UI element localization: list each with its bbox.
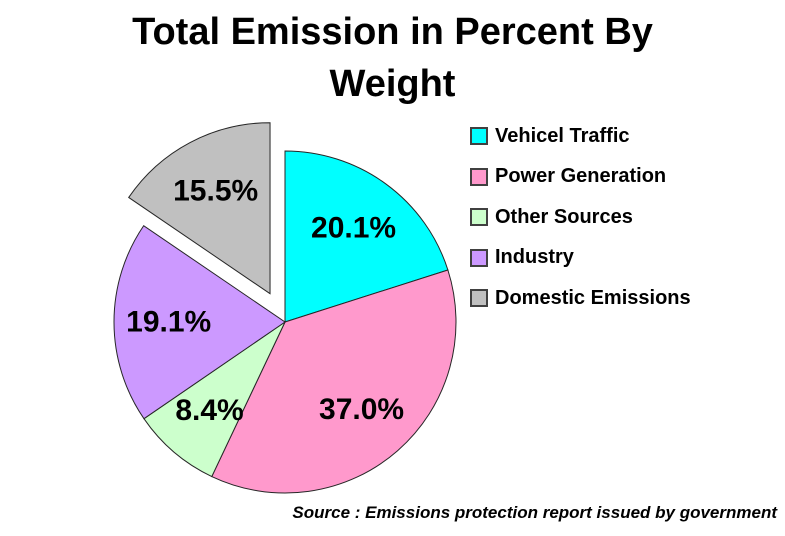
pie-slice-domestic-emissions (128, 122, 271, 295)
pie-slice-power-generation (211, 269, 457, 494)
chart-legend: Vehicel Traffic Power Generation Other Sou… (470, 124, 691, 330)
legend-swatch (470, 127, 488, 145)
legend-swatch (470, 289, 488, 307)
chart-title-line2: Weight (329, 63, 456, 106)
legend-item-other-sources: Other Sources (470, 205, 691, 228)
chart-title: Total Emission in Percent By Weight (0, 6, 785, 111)
slice-value-label: 15.5% (173, 174, 258, 207)
legend-label: Other Sources (495, 205, 633, 228)
slice-value-label: 37.0% (319, 393, 404, 426)
pie-slice-industry (113, 225, 286, 420)
legend-item-industry: Industry (470, 246, 691, 268)
legend-swatch (470, 208, 488, 226)
pie-slice-other-sources (143, 320, 287, 478)
legend-item-domestic-emissions: Domestic Emissions (470, 286, 691, 309)
slice-value-label: 8.4% (175, 394, 243, 427)
legend-item-vehicel-traffic: Vehicel Traffic (470, 124, 691, 147)
legend-label: Vehicel Traffic (495, 124, 630, 147)
slice-value-label: 19.1% (126, 306, 211, 339)
legend-swatch (470, 167, 488, 186)
source-note: Source : Emissions protection report iss… (292, 503, 777, 522)
slice-value-label: 20.1% (311, 212, 396, 245)
legend-label: Power Generation (495, 165, 667, 187)
chart-title-line1: Total Emission in Percent By (132, 11, 653, 53)
pie-slice-vehicel-traffic (284, 150, 449, 323)
legend-label: Domestic Emissions (495, 286, 691, 309)
legend-item-power-generation: Power Generation (470, 165, 691, 187)
legend-swatch (470, 248, 488, 267)
legend-label: Industry (495, 246, 574, 268)
